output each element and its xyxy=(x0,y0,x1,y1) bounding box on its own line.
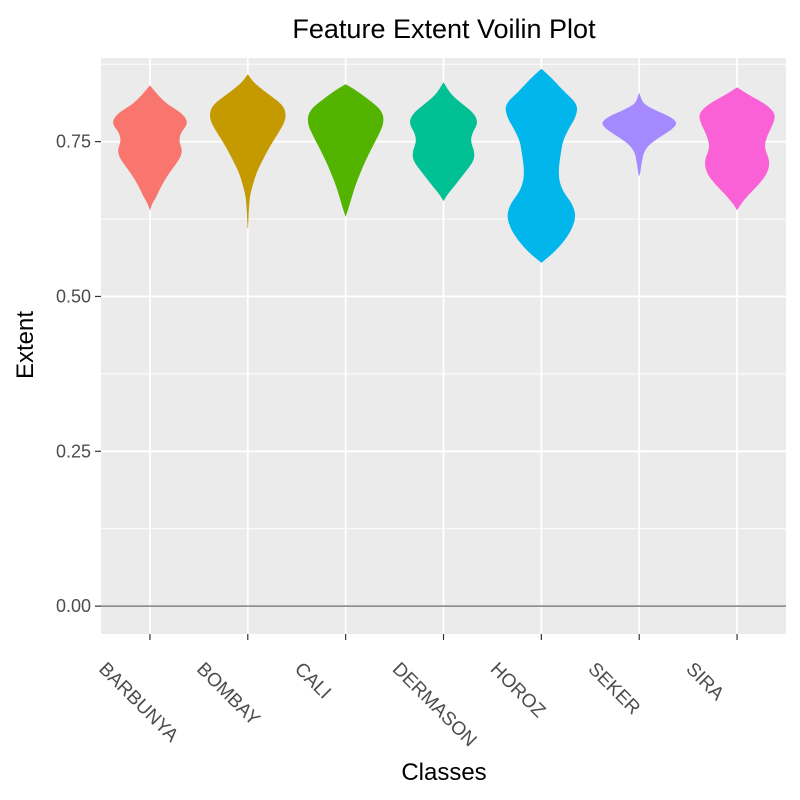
y-tick-label: 0.25 xyxy=(56,441,91,461)
violin-seker xyxy=(602,92,677,176)
violin-bombay xyxy=(209,74,286,229)
y-tick-label: 0.00 xyxy=(56,596,91,616)
x-axis-title: Classes xyxy=(401,759,486,786)
violin-cali xyxy=(307,84,384,217)
violin-dermason xyxy=(410,82,477,202)
x-tick-label-barbunya: BARBUNYA xyxy=(94,659,182,747)
violin-barbunya xyxy=(113,85,187,211)
chart-title: Feature Extent Voilin Plot xyxy=(292,14,596,44)
violin-horoz xyxy=(505,68,578,263)
violin-sira xyxy=(699,87,775,211)
x-tick-label-seker: SEKER xyxy=(584,659,644,719)
y-axis-title: Extent xyxy=(12,311,39,379)
y-axis-ticks: 0.00 0.25 0.50 0.75 xyxy=(56,132,101,616)
x-tick-label-sira: SIRA xyxy=(682,659,728,705)
x-axis-ticks: BARBUNYA BOMBAY CALI DERMASON HOROZ SEKER SIRA xyxy=(94,634,738,751)
violins xyxy=(113,68,775,263)
y-tick-label: 0.50 xyxy=(56,286,91,306)
y-tick-label: 0.75 xyxy=(56,132,91,152)
x-tick-label-dermason: DERMASON xyxy=(388,659,480,751)
x-tick-label-cali: CALI xyxy=(290,659,335,704)
x-tick-label-bombay: BOMBAY xyxy=(192,659,264,731)
x-tick-label-horoz: HOROZ xyxy=(486,659,550,723)
